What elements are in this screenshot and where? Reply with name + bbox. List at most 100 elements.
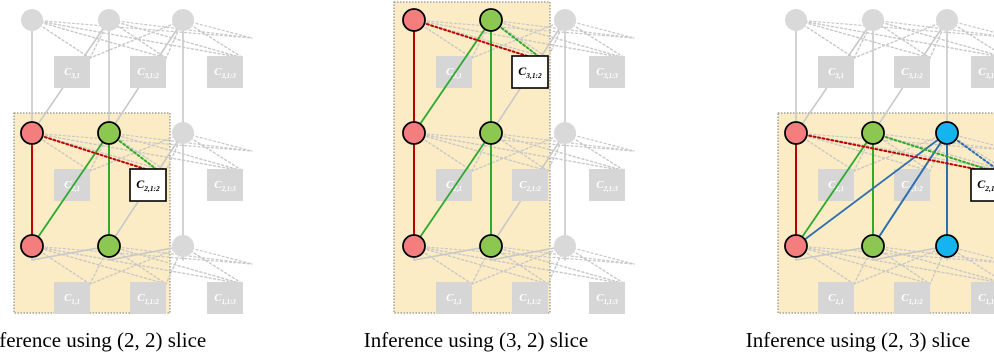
edge-grey-dotted — [182, 19, 244, 59]
edge-grey-dotted — [413, 245, 626, 285]
cell-label: C1,1:2 — [901, 292, 923, 306]
caption-panel-3: Inference using (2, 3) slice — [745, 328, 971, 352]
highlight-cell-label: C2,1:2 — [136, 177, 160, 193]
node-grey — [785, 9, 807, 31]
edge-grey — [108, 245, 184, 261]
edge-grey-dotted — [853, 19, 948, 59]
node-grey — [172, 122, 194, 144]
cell — [818, 169, 854, 201]
edge-grey-dotted — [795, 245, 994, 263]
edge-grey-dotted — [490, 19, 626, 59]
cell-label: C2,1:3 — [214, 179, 236, 193]
edge-diag-2 — [413, 132, 492, 247]
edge-grey-dotted — [471, 132, 566, 172]
edge-grey-dotted — [853, 132, 948, 172]
edge-grey-dotted — [795, 19, 855, 59]
slice-edges — [795, 132, 994, 247]
edge-dotted-1 — [31, 132, 165, 176]
cell-label: C2,1:3 — [596, 179, 618, 193]
edge-grey-dotted — [564, 19, 626, 59]
edge-grey-dotted — [413, 245, 635, 265]
edge-grey-dotted — [89, 132, 184, 172]
edge-grey-dotted — [89, 245, 184, 285]
node-red — [402, 234, 426, 258]
cell-label: C3,1:2 — [137, 66, 159, 80]
cell-label: C1,1:3 — [978, 292, 994, 306]
edge-grey-dotted — [946, 245, 994, 277]
cell-label: C2,1 — [828, 179, 844, 193]
node-red — [20, 234, 44, 258]
cell — [894, 56, 930, 88]
edge-grey-dotted — [946, 19, 994, 33]
edge-grey-dotted — [564, 245, 635, 265]
edge-grey-dotted — [413, 245, 549, 285]
edge-grey-dotted — [413, 19, 626, 59]
edge-grey-dotted — [31, 245, 253, 265]
cell — [207, 169, 243, 201]
cell — [971, 282, 994, 314]
edge-grey-dotted — [564, 132, 626, 172]
edge-grey-dotted — [471, 245, 566, 285]
node-green — [479, 121, 503, 145]
cell — [207, 282, 243, 314]
highlight-cell — [129, 168, 167, 202]
edge-dotted-3 — [946, 132, 994, 169]
edge-grey-dotted — [31, 245, 167, 285]
edge-grey-dotted — [182, 132, 244, 172]
edge-grey-dotted — [564, 19, 635, 39]
edge-grey-dotted — [853, 245, 948, 285]
node-blue — [935, 121, 959, 145]
node-red — [402, 8, 426, 32]
cell — [130, 282, 166, 314]
edge-dotted-1 — [795, 132, 994, 174]
cell-label: C1,1:2 — [519, 292, 541, 306]
highlight-cell-label: C3,1:2 — [518, 64, 542, 80]
cell — [436, 169, 472, 201]
edge-grey-dotted — [89, 19, 184, 59]
cell — [207, 56, 243, 88]
node-grey — [172, 9, 194, 31]
node-red — [20, 121, 44, 145]
edge-grey-dotted — [490, 245, 626, 285]
edge-diag-2 — [413, 19, 492, 134]
node-grey — [554, 235, 576, 257]
cell-label: C2,1:2 — [519, 179, 541, 193]
cell-label: C3,1 — [446, 66, 462, 80]
node-green — [97, 234, 121, 258]
cell-label: C1,1 — [828, 292, 844, 306]
node-green — [479, 8, 503, 32]
cell-label: C3,1:3 — [214, 66, 236, 80]
node-green — [861, 234, 885, 258]
edge-grey-dotted — [946, 132, 994, 164]
edge-grey-dotted — [182, 132, 253, 152]
panel-1: C1,1 C1,1:2 C1,1:3 C2,1 C2,1:3 C3,1 C3,1:2 C3,1… — [13, 9, 253, 314]
node-red — [784, 121, 808, 145]
highlight-cell-label: C2,1:3 — [977, 177, 994, 193]
edge-grey-dotted — [108, 19, 167, 59]
cell — [436, 56, 472, 88]
edge-diag-2 — [31, 132, 110, 247]
edge-diag-2 — [795, 132, 874, 247]
edge-grey-dotted — [413, 132, 635, 152]
edge-grey-dotted — [564, 132, 635, 152]
cell — [512, 169, 548, 201]
edge-grey-dotted — [946, 19, 994, 51]
node-grey — [554, 122, 576, 144]
cell — [512, 282, 548, 314]
edge-grey-dotted — [946, 245, 994, 259]
edge-grey-dotted — [108, 132, 244, 172]
node-green — [97, 121, 121, 145]
edge-blue-long — [795, 132, 948, 247]
cell — [818, 282, 854, 314]
edge-grey-dotted — [795, 19, 931, 59]
edge-dotted-1 — [413, 19, 547, 63]
edge-grey-dotted — [31, 132, 253, 152]
cell-label: C3,1 — [828, 66, 844, 80]
edge-grey-dotted — [182, 245, 244, 285]
edge-grey-dotted — [31, 132, 244, 172]
cell — [54, 169, 90, 201]
node-grey — [554, 9, 576, 31]
edge-grey-dotted — [872, 19, 931, 59]
highlight-cell — [511, 55, 549, 89]
cell — [54, 56, 90, 88]
